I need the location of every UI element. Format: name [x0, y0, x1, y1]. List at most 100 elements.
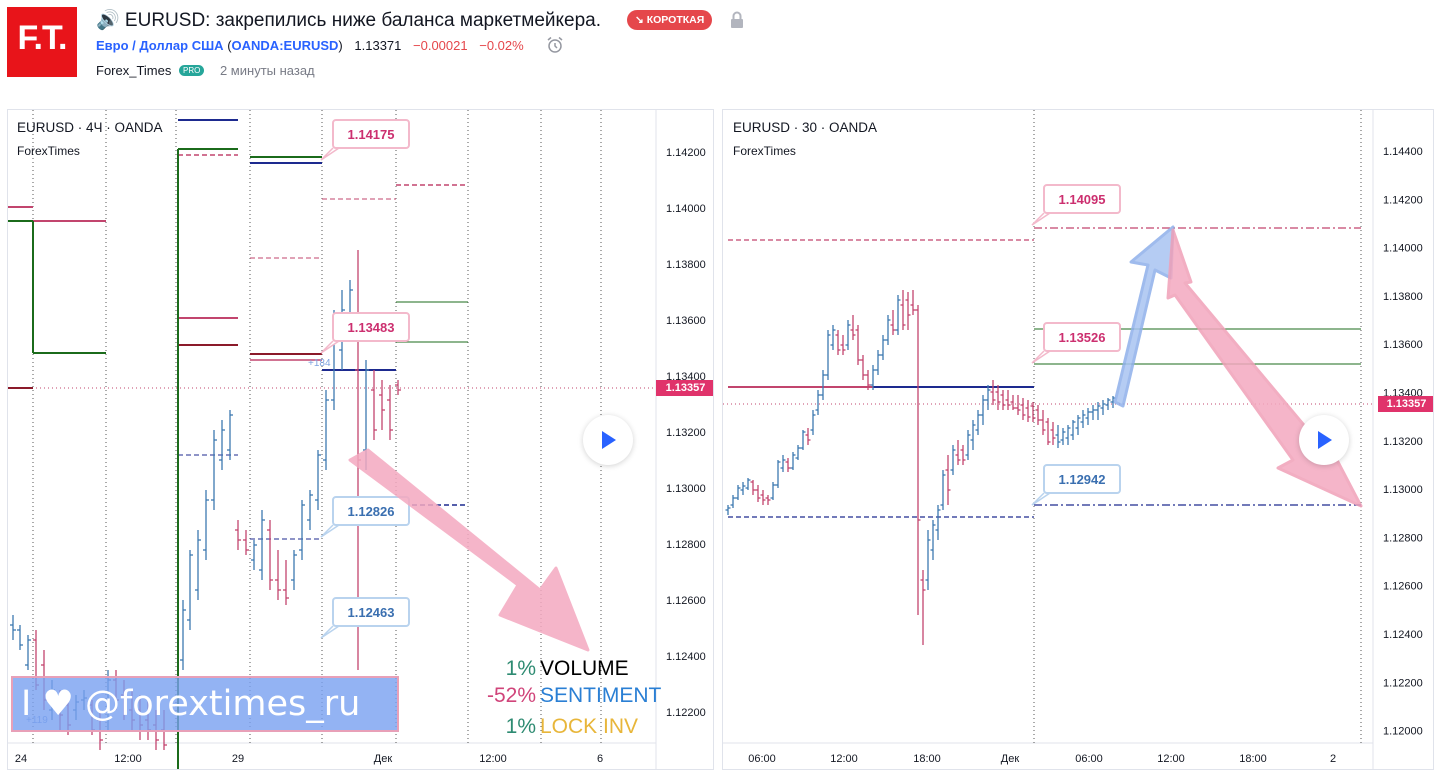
symbol-name-link[interactable]: Евро / Доллар США: [96, 38, 224, 53]
stat-lock-inv-value: 1%: [505, 715, 536, 738]
left-x-tick-label: 29: [232, 753, 244, 765]
stat-lock-inv: 1% LOCK INV: [478, 713, 638, 741]
right-x-tick-label: 12:00: [830, 753, 858, 765]
left-label-112463-text: 1.12463: [348, 605, 395, 620]
left-x-tick-label: 12:00: [114, 753, 142, 765]
right-x-tick-label: 18:00: [1239, 753, 1267, 765]
right-y-tick-label: 1.12000: [1383, 726, 1423, 738]
right-y-tick-label: 1.12400: [1383, 629, 1423, 641]
right-price-tag-text: 1.13357: [1386, 398, 1427, 410]
right-label-112942-box: [1043, 464, 1121, 494]
right-x-tick-label: 18:00: [913, 753, 941, 765]
right-y-tick-label: 1.13000: [1383, 484, 1423, 496]
left-price-tag: 1.13357: [656, 380, 713, 396]
right-y-tick-label: 1.14200: [1383, 194, 1423, 206]
left-y-tick-label: 1.12800: [666, 539, 706, 551]
left-y-tick-label: 1.12600: [666, 595, 706, 607]
right-y-tick-label: 1.13600: [1383, 339, 1423, 351]
left-label-114175-tail: [320, 147, 340, 161]
alarm-clock-icon[interactable]: [546, 36, 564, 59]
stat-sentiment-value: -52%: [486, 684, 536, 707]
right-x-tick-label: 06:00: [748, 753, 776, 765]
left-label-113483-box: [332, 312, 410, 342]
right-label-113526-text: 1.13526: [1059, 330, 1106, 345]
left-note-184: +184: [308, 358, 331, 369]
forextimes-banner-text: I ♥ @forextimes_ru: [21, 684, 361, 724]
logo[interactable]: F.T.: [7, 7, 77, 77]
stat-lock-inv-name: LOCK INV: [540, 715, 639, 738]
right-label-113526-box: [1043, 322, 1121, 352]
right-x-tick-label: 12:00: [1157, 753, 1185, 765]
price-change: −0.00021: [413, 38, 468, 53]
left-y-tick-label: 1.12400: [666, 651, 706, 663]
right-y-tick-label: 1.12800: [1383, 532, 1423, 544]
left-label-112826-box: [332, 496, 410, 526]
right-label-114095-tail: [1031, 212, 1051, 226]
exchange-open: (: [227, 38, 232, 53]
left-y-tick-label: 1.12200: [666, 707, 706, 719]
left-forecast-arrow: [348, 448, 590, 652]
left-label-113483-tail: [320, 340, 340, 354]
left-label-112826-tail: [320, 524, 340, 538]
right-y-tick-label: 1.13800: [1383, 291, 1423, 303]
author-name[interactable]: Forex_Times: [96, 63, 172, 78]
right-label-114095-text: 1.14095: [1059, 192, 1106, 207]
short-badge: ↘ КОРОТКАЯ: [627, 10, 713, 30]
idea-title: 🔊 EURUSD: закрепились ниже баланса марке…: [96, 10, 602, 31]
stat-volume-value: 1%: [505, 657, 536, 680]
left-y-tick-label: 1.14200: [666, 147, 706, 159]
exchange-link[interactable]: OANDA:EURUSD: [231, 38, 339, 53]
right-forecast-arrow-up: [1113, 225, 1175, 408]
right-y-tick-label: 1.14400: [1383, 146, 1423, 158]
left-x-tick-label: 12:00: [479, 753, 507, 765]
time-ago: 2 минуты назад: [219, 63, 315, 78]
left-label-114175-text: 1.14175: [348, 127, 395, 142]
left-play-button[interactable]: [583, 415, 633, 465]
author-line: Forex_Times PRO 2 минуты назад: [96, 63, 315, 78]
right-y-tick-label: 1.13200: [1383, 436, 1423, 448]
right-y-tick-label: 1.14000: [1383, 243, 1423, 255]
last-price: 1.13371: [354, 38, 402, 53]
left-label-112463-tail: [320, 625, 340, 639]
price-change-percent: −0.02%: [479, 38, 524, 53]
left-x-tick-label: 24: [15, 753, 27, 765]
exchange-close: ): [338, 38, 343, 53]
right-x-tick-label: 06:00: [1075, 753, 1103, 765]
right-label-113526-tail: [1031, 350, 1051, 364]
right-chart-subtitle: ForexTimes: [733, 144, 796, 158]
left-chart-subtitle: ForexTimes: [17, 144, 80, 158]
right-play-button[interactable]: [1299, 415, 1349, 465]
right-chart-canvas[interactable]: 1.144001.142001.140001.138001.136001.134…: [723, 110, 1434, 770]
left-x-tick-label: Дек: [374, 753, 393, 765]
stat-sentiment: -52% SENTIMENT: [478, 682, 661, 710]
left-chart-panel[interactable]: 1.14200 1.14000 1.13800 1.13600 1.13400 1.132…: [7, 109, 714, 770]
left-y-tick-label: 1.13800: [666, 259, 706, 271]
right-x-tick-label: Дек: [1001, 753, 1020, 765]
play-icon: [1318, 431, 1332, 449]
stat-sentiment-name: SENTIMENT: [540, 684, 662, 707]
left-y-tick-label: 1.13200: [666, 427, 706, 439]
left-y-tick-label: 1.13000: [666, 483, 706, 495]
pro-badge: PRO: [179, 65, 205, 76]
left-label-113483-text: 1.13483: [348, 320, 395, 335]
right-price-tag: 1.13357: [1378, 396, 1433, 412]
right-x-tick-label: 2: [1330, 753, 1336, 765]
right-label-114095-box: [1043, 184, 1121, 214]
left-x-tick-label: 6: [597, 753, 603, 765]
stat-volume-name: VOLUME: [540, 657, 629, 680]
left-label-114175-box: [332, 119, 410, 149]
right-forecast-arrow-down: [1166, 228, 1363, 508]
right-chart-panel[interactable]: 1.14400 1.14200 1.14000 1.13800 1.13600 1.134…: [722, 109, 1434, 770]
left-y-tick-label: 1.13600: [666, 315, 706, 327]
left-chart-canvas[interactable]: 1.142001.140001.138001.136001.134001.132…: [8, 110, 714, 770]
logo-text: F.T.: [17, 19, 68, 57]
stat-volume: 1% VOLUME: [478, 655, 629, 683]
left-chart-title: EURUSD · 4Ч · OANDA: [17, 120, 163, 135]
right-chart-title: EURUSD · 30 · OANDA: [733, 120, 878, 135]
right-label-112942-text: 1.12942: [1059, 472, 1106, 487]
symbol-line: Евро / Доллар США (OANDA:EURUSD) 1.13371…: [96, 38, 524, 53]
forextimes-banner: I ♥ @forextimes_ru: [11, 676, 399, 732]
left-y-tick-label: 1.14000: [666, 203, 706, 215]
lock-icon: [730, 11, 744, 34]
right-y-tick-label: 1.12200: [1383, 677, 1423, 689]
